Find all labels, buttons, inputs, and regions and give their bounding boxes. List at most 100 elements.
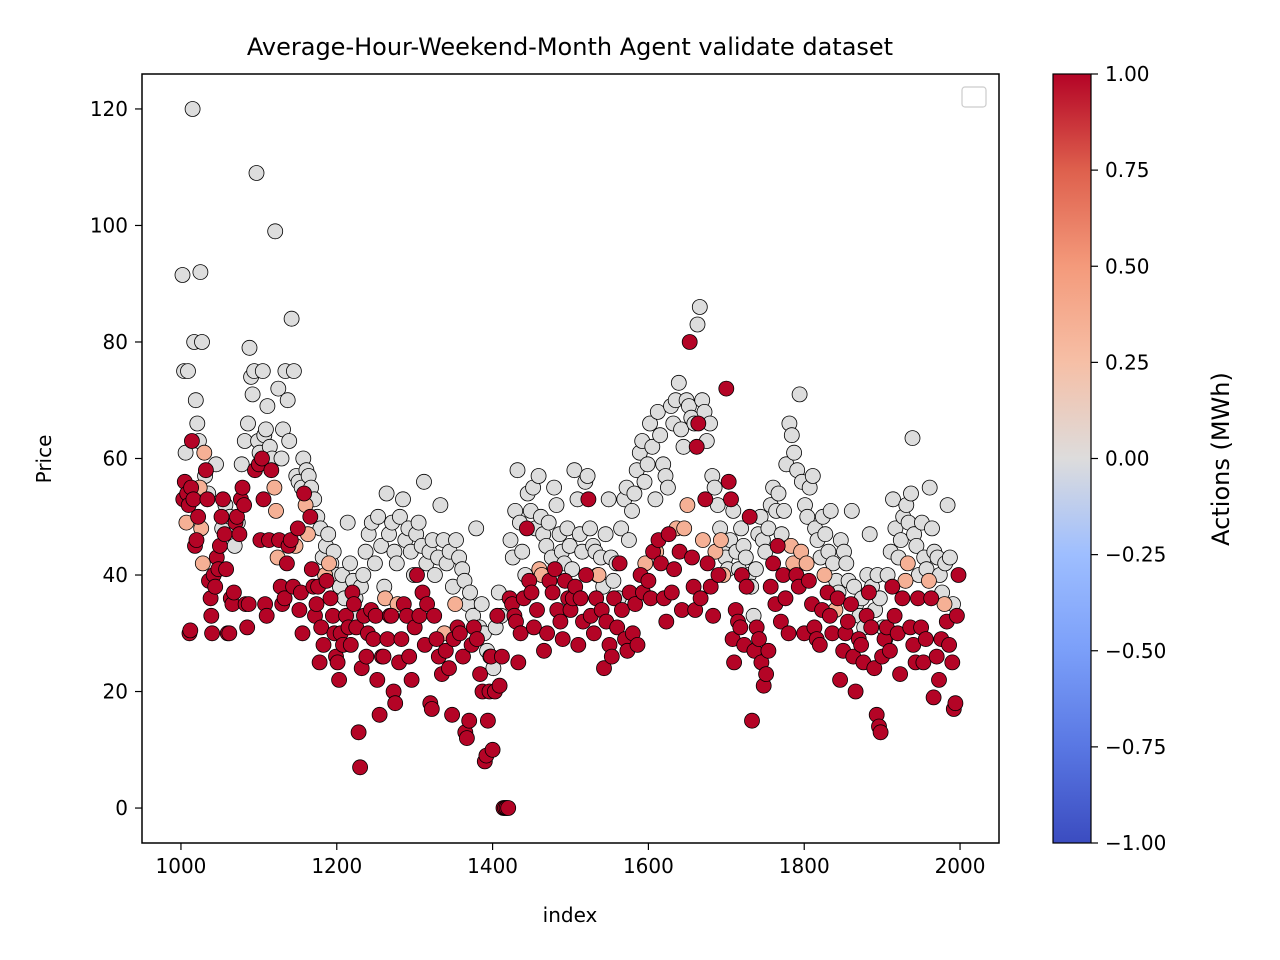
colorbar-tick-label: 0.00 [1105,447,1150,471]
data-point [605,572,622,589]
data-point [350,724,367,741]
data-point [510,654,527,671]
data-point [603,648,620,665]
data-point [188,532,205,548]
y-tick-label: 40 [103,563,128,587]
data-point [816,567,833,583]
x-tick-label: 2000 [935,854,986,878]
data-point [370,508,387,525]
data-point [570,637,587,653]
data-point [215,491,231,508]
data-point [239,619,256,636]
data-point [447,596,464,612]
data-point [266,479,283,496]
data-point [236,433,253,449]
data-point [255,491,272,508]
data-point [279,392,296,409]
data-point [921,479,938,496]
data-point [519,520,535,537]
data-point [184,101,201,117]
data-point [713,532,729,548]
data-point [258,607,275,624]
y-tick-label: 60 [103,447,128,471]
data-point [339,514,356,531]
data-point [395,491,411,508]
data-point [817,526,834,543]
data-point [373,538,390,554]
data-point [218,561,235,578]
data-point [324,607,341,624]
x-tick-label: 1000 [156,854,207,878]
data-point [546,479,562,496]
data-point [578,567,594,583]
data-point [491,677,508,694]
data-point [282,532,299,548]
data-point [702,578,719,595]
data-point [936,596,953,612]
data-point [281,433,298,449]
data-point [203,607,220,624]
data-point [586,625,602,642]
data-point [758,666,774,682]
data-point [263,462,280,479]
data-point [613,520,629,537]
data-point [387,695,404,712]
data-point [313,619,330,636]
data-point [192,264,209,281]
data-point [544,584,561,601]
data-point [941,637,957,653]
data-point [723,491,739,508]
data-point [923,590,940,607]
data-point [710,567,727,583]
data-point [196,444,213,461]
data-point [685,578,702,595]
data-point [695,532,711,548]
data-point [369,672,386,688]
data-point [241,339,258,356]
data-point [822,502,839,519]
data-point [706,479,723,496]
data-point [697,491,714,508]
data-point [318,572,335,589]
data-point [639,456,656,473]
data-point [690,415,707,432]
data-point [760,642,777,659]
data-point [597,526,614,543]
data-point [229,508,245,525]
data-point [738,578,755,595]
data-point [894,590,911,607]
data-point [257,421,274,438]
data-point [882,642,898,659]
data-point [502,532,519,548]
data-point [642,415,658,432]
data-point [642,590,659,607]
data-point [627,596,644,612]
data-point [726,654,742,671]
data-point [798,555,815,572]
data-point [596,660,612,677]
data-point [342,555,358,572]
data-point [885,491,901,508]
data-point [653,555,669,572]
data-point [811,637,828,653]
data-point [182,622,199,639]
data-point [302,508,319,525]
data-point [197,462,214,479]
data-point [331,672,348,688]
data-point [270,380,287,397]
data-point [679,497,696,514]
data-point [691,299,708,315]
data-point [378,485,395,502]
data-point [629,637,646,653]
data-point [194,334,210,350]
data-point [863,619,880,636]
data-point [899,555,916,572]
data-point [479,712,496,729]
data-point [840,613,856,630]
data-point [621,532,637,548]
data-point [189,415,206,432]
data-point [303,561,320,578]
data-point [689,316,706,333]
data-point [751,631,767,647]
data-point [204,625,221,642]
